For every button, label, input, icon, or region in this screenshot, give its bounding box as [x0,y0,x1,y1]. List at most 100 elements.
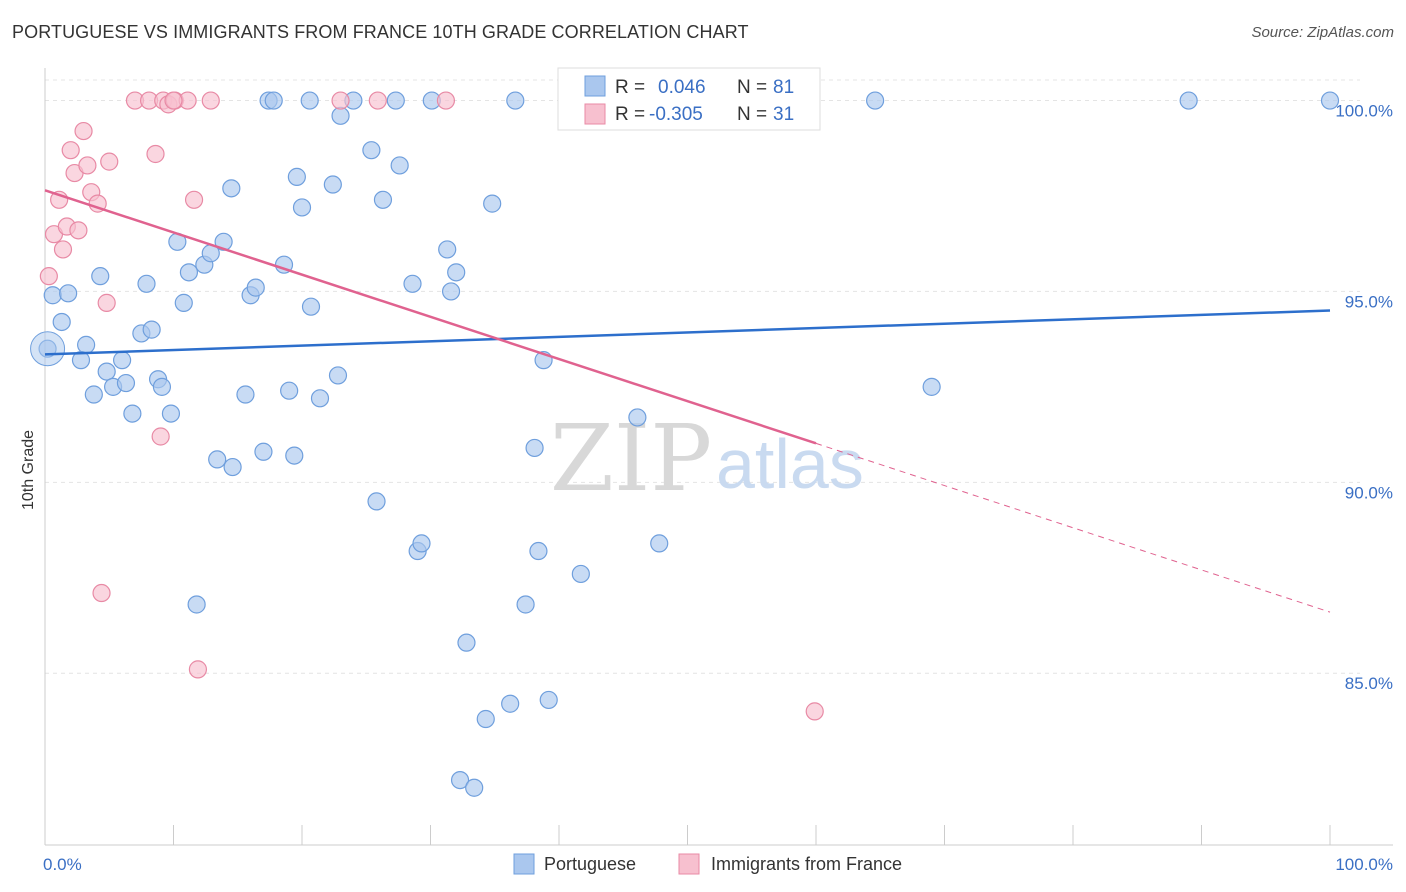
point-portuguese [179,263,199,282]
point-portuguese [116,373,136,393]
trend-line-portuguese [44,309,1331,356]
point-portuguese [71,351,91,370]
point-france [69,221,88,240]
bottom-legend-france: Immigrants from France [711,854,902,874]
point-portuguese [1179,91,1198,110]
point-portuguese [457,633,476,652]
point-portuguese [412,534,431,553]
legend-swatch-france [584,103,606,125]
chart-title: PORTUGUESE VS IMMIGRANTS FROM FRANCE 10T… [12,22,749,42]
point-france [61,141,80,160]
bottom-legend-portuguese: Portuguese [544,854,636,874]
point-portuguese [280,381,299,400]
point-portuguese [362,141,381,160]
point-portuguese [501,694,520,713]
point-portuguese [236,385,255,404]
point-portuguese [483,194,502,213]
point-france [100,152,119,171]
point-portuguese [187,595,206,614]
point-portuguese [367,492,386,511]
point-portuguese [285,446,304,465]
point-portuguese [450,770,470,790]
point-portuguese [476,709,495,729]
point-portuguese [628,408,647,427]
point-portuguese [650,534,669,553]
point-portuguese [539,690,558,710]
grid-lines [45,79,1360,674]
trend-line-france [44,189,817,445]
x-tick-label-max: 100.0% [1335,855,1393,874]
point-portuguese [43,286,62,305]
point-portuguese [323,175,342,194]
legend-n-label-portuguese: N = [737,77,767,98]
bottom-legend-swatch-france [678,853,700,875]
point-portuguese [254,442,273,461]
point-portuguese [77,335,96,354]
point-portuguese [222,179,241,198]
bottom-legend-swatch-portuguese [513,853,535,875]
legend-r-value-portuguese: 0.046 [658,77,706,98]
point-portuguese [59,284,78,303]
point-portuguese [161,404,181,423]
point-portuguese [246,278,265,297]
point-portuguese [328,366,348,385]
axes: 85.0% 90.0% 95.0% 100.0% 0.0% 100.0% [43,68,1393,874]
point-france [151,427,170,446]
point-portuguese [292,198,312,217]
y-tick-label: 90.0% [1345,483,1393,502]
source-credit: Source: ZipAtlas.com [1251,24,1394,41]
point-portuguese [441,282,461,301]
point-portuguese [223,457,242,477]
point-france [39,267,58,286]
point-portuguese [300,91,319,110]
point-portuguese [208,450,227,469]
point-portuguese [525,438,544,458]
legend-r-value-france: -0.305 [649,104,703,125]
point-france [201,91,220,110]
point-portuguese [403,274,422,293]
point-portuguese [152,377,172,396]
y-axis-label: 10th Grade [20,430,37,510]
point-france [92,583,111,603]
point-portuguese [1320,91,1340,110]
point-portuguese [465,778,484,797]
legend-r-label-portuguese: R = [615,77,645,98]
point-france [97,293,116,312]
watermark: ZIP atlas [550,405,864,512]
point-france [805,702,824,721]
point-france [368,91,387,110]
point-france [146,144,165,164]
stats-legend: R = 0.046 N = 81 R = -0.305 N = 31 [557,67,821,131]
point-portuguese [866,91,885,110]
point-portuguese [91,267,110,286]
legend-r-label-france: R = [615,104,645,125]
trend-line-france-extension [815,442,1331,613]
point-portuguese [214,232,233,251]
point-portuguese [84,385,103,404]
trend-lines [44,189,1331,613]
point-portuguese [174,293,193,312]
point-portuguese [390,156,409,175]
point-portuguese [97,362,116,381]
point-france [184,190,204,209]
point-france [164,91,183,110]
point-portuguese [571,564,590,584]
point-portuguese [310,389,330,408]
point-portuguese [331,106,350,125]
y-tick-label: 100.0% [1335,102,1393,121]
point-portuguese [447,263,466,282]
legend-n-value-portuguese: 81 [773,77,794,98]
x-tick-label-min: 0.0% [43,855,82,874]
point-portuguese [438,240,457,259]
watermark-atlas: atlas [716,425,864,503]
point-france [74,121,93,141]
point-portuguese [287,167,306,186]
legend-swatch-portuguese [584,75,606,97]
point-france [436,91,456,110]
point-portuguese [922,377,941,396]
point-france [78,156,97,175]
point-portuguese [506,91,525,110]
bottom-legend: Portuguese Immigrants from France [513,853,902,875]
point-portuguese [123,404,142,423]
